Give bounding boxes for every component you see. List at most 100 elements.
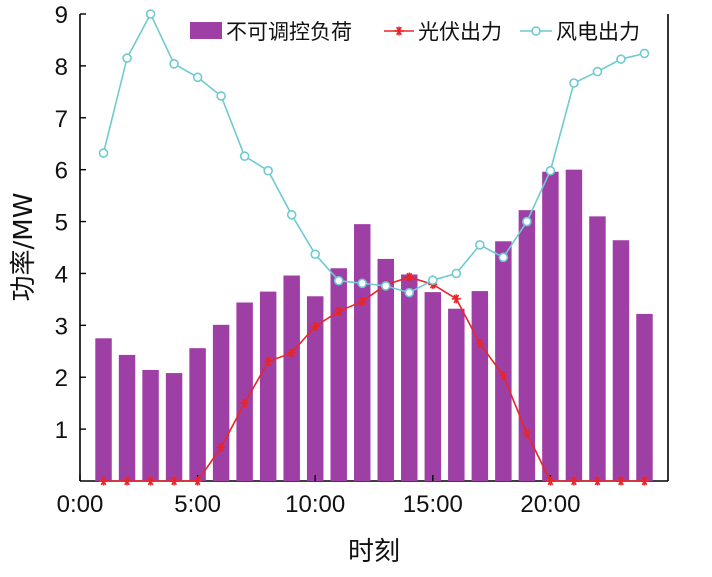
- wind-point: [239, 151, 250, 161]
- bar: [142, 369, 159, 481]
- pv-point: [569, 476, 579, 486]
- wind-point: [333, 275, 344, 286]
- bar: [495, 241, 512, 481]
- wind-point: [357, 278, 368, 289]
- pv-point: [592, 476, 602, 486]
- pv-point: [146, 476, 156, 486]
- y-tick-label: 5: [55, 210, 68, 237]
- wind-point: [569, 78, 579, 88]
- pv-point: [169, 476, 179, 486]
- bar: [377, 258, 394, 481]
- x-axis-title: 时刻: [348, 537, 400, 567]
- bar: [283, 275, 300, 481]
- pv-point: [240, 398, 250, 408]
- y-tick-label: 7: [55, 106, 68, 133]
- bar: [589, 216, 606, 481]
- pv-point: [639, 476, 649, 486]
- legend-asterisk: [394, 26, 404, 36]
- bar: [424, 292, 442, 481]
- wind-point: [286, 210, 297, 220]
- wind-point: [145, 9, 156, 19]
- wind-point: [192, 72, 203, 83]
- pv-point: [99, 476, 109, 486]
- bar: [612, 240, 630, 481]
- wind-point: [263, 165, 273, 176]
- x-tick-label: 10:00: [285, 491, 345, 518]
- wind-point: [404, 287, 415, 298]
- wind-point: [475, 240, 485, 250]
- legend-label-pv: 光伏出力: [418, 20, 502, 44]
- pv-point: [334, 306, 344, 316]
- wind-point: [545, 165, 556, 176]
- pv-point: [451, 294, 461, 304]
- bar: [565, 169, 583, 481]
- pv-point: [193, 476, 203, 486]
- wind-point: [639, 48, 650, 59]
- pv-point: [616, 476, 626, 486]
- y-tick-label: 3: [55, 313, 68, 340]
- y-ticks: 1 2 3 4 5 6 7 8 9: [55, 2, 86, 444]
- bar: [518, 210, 536, 481]
- y-tick-label: 1: [55, 417, 68, 444]
- pv-point: [475, 338, 485, 348]
- wind-point: [616, 54, 626, 64]
- wind-point: [98, 148, 109, 158]
- pv-line: [103, 276, 645, 482]
- y-tick-label: 8: [55, 54, 68, 81]
- pv-point: [263, 357, 273, 367]
- bar: [118, 354, 136, 481]
- bar: [259, 291, 277, 481]
- bar: [165, 373, 183, 481]
- wind-point: [216, 91, 226, 101]
- bar: [189, 348, 206, 481]
- legend-swatch-load: [190, 22, 222, 39]
- wind-line: [102, 12, 645, 294]
- wind-point: [592, 66, 603, 77]
- pv-point: [122, 476, 132, 486]
- x-tick-label: 0:00: [57, 491, 104, 518]
- bar: [236, 302, 253, 481]
- pv-point: [522, 428, 532, 438]
- bar: [542, 171, 559, 481]
- wind-point: [310, 249, 321, 260]
- y-tick-label: 2: [55, 365, 68, 392]
- bar: [354, 224, 371, 481]
- pv-point: [287, 348, 297, 358]
- bar: [306, 296, 324, 481]
- y-axis-title: 功率/MW: [9, 193, 39, 302]
- pv-point: [310, 321, 320, 331]
- wind-point: [169, 59, 179, 69]
- y-tick-label: 6: [55, 158, 68, 185]
- pv-point: [216, 442, 226, 452]
- x-tick-label: 5:00: [174, 491, 221, 518]
- legend-marker-wind: [531, 26, 541, 36]
- wind-point: [498, 252, 509, 263]
- wind-series: [98, 9, 650, 298]
- bar: [212, 324, 230, 481]
- wind-point: [427, 275, 438, 285]
- bar: [471, 291, 489, 481]
- legend-label-load: 不可调控负荷: [226, 20, 352, 44]
- bar: [448, 308, 465, 481]
- pv-point: [545, 476, 555, 486]
- bar: [401, 274, 418, 481]
- wind-point: [122, 53, 132, 63]
- x-ticks: 0:00 5:00 10:00 15:00 20:00: [57, 475, 580, 518]
- x-tick-label: 15:00: [403, 491, 463, 518]
- legend-marker-pv: [394, 26, 404, 36]
- wind-point: [451, 268, 462, 279]
- wind-point: [522, 216, 532, 227]
- bar: [95, 338, 112, 481]
- pv-point: [357, 296, 367, 306]
- bar-series: [95, 169, 653, 481]
- bar: [330, 268, 347, 481]
- wind-point: [380, 281, 391, 291]
- pv-point: [498, 371, 508, 381]
- y-tick-label: 9: [55, 2, 68, 29]
- y-tick-label: 4: [55, 261, 68, 288]
- x-tick-label: 20:00: [520, 491, 580, 518]
- legend: 不可调控负荷 光伏出力 风电出力: [190, 20, 640, 44]
- pv-point: [404, 272, 414, 282]
- bar: [636, 313, 653, 481]
